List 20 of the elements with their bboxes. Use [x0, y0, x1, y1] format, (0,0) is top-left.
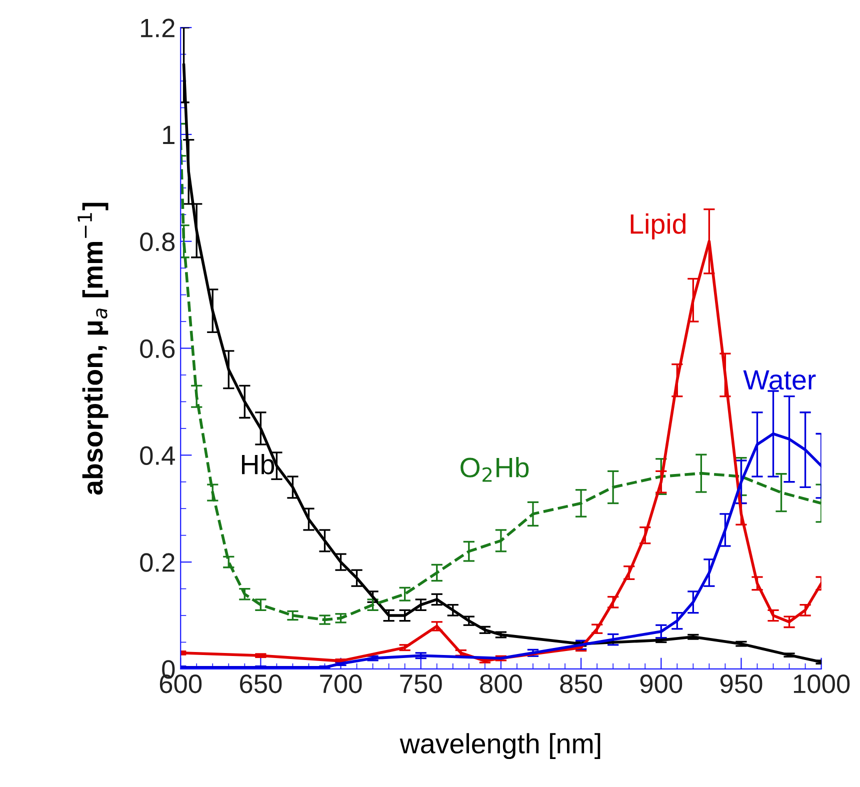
x-tick-label: 650	[240, 674, 282, 694]
series-label: Hb	[242, 454, 274, 474]
x-tick-label: 850	[560, 674, 602, 694]
series-label: Lipid	[630, 213, 686, 240]
x-axis-title: wavelength [nm]	[400, 733, 600, 760]
x-tick-label: 700	[320, 674, 362, 694]
y-axis-title: absorption, μ$_{a}$ [mm$^{−1}$]	[78, 202, 108, 495]
x-tick-label: 750	[400, 674, 442, 694]
x-tick-label: 1000	[794, 674, 850, 694]
y-tick-label: 0.2	[140, 553, 174, 572]
series-label: Water	[743, 370, 816, 390]
y-tick-label: 1	[163, 126, 174, 144]
y-tick-label: 0.4	[140, 446, 175, 465]
series-label: O$_{2}$Hb	[460, 457, 529, 482]
y-tick-label: 1.2	[141, 18, 174, 38]
x-tick-label: 950	[720, 674, 762, 694]
y-tick-label: 0.8	[140, 232, 175, 252]
y-tick-label: 0.6	[140, 339, 175, 358]
x-tick-label: 800	[480, 674, 522, 694]
x-tick-label: 900	[640, 674, 682, 694]
